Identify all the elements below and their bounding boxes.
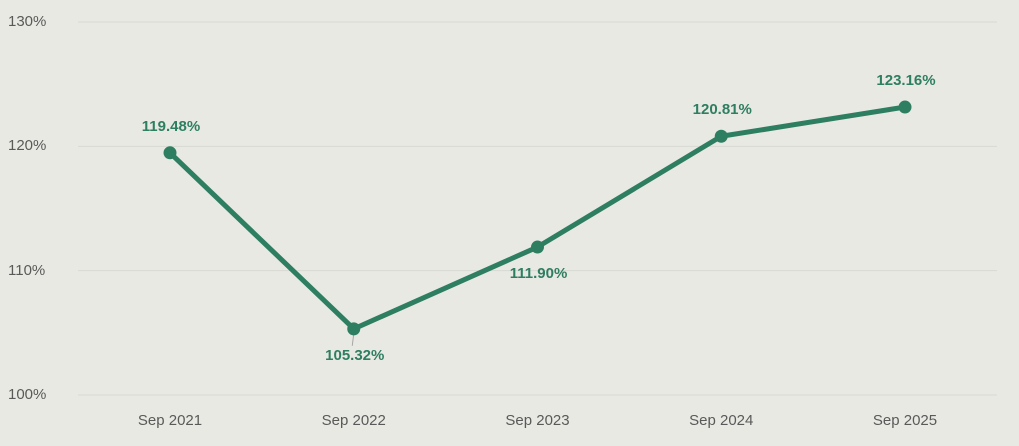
x-axis-tick-label: Sep 2022 <box>321 412 386 429</box>
y-axis-tick-label: 110% <box>8 261 46 279</box>
data-point-label: 105.32% <box>325 346 385 364</box>
data-point-label: 123.16% <box>876 72 936 90</box>
data-point-marker <box>714 129 728 143</box>
x-axis-tick-label: Sep 2024 <box>689 412 754 429</box>
y-axis-tick-label: 100% <box>8 386 47 403</box>
data-point-marker <box>531 240 544 254</box>
data-point-label: 120.81% <box>692 101 752 119</box>
x-axis-tick-label: Sep 2023 <box>505 412 570 429</box>
data-point-label: 119.48% <box>141 117 201 135</box>
x-axis-tick-label: Sep 2025 <box>872 412 938 429</box>
data-point-marker <box>898 100 912 114</box>
data-point-marker <box>347 322 361 336</box>
x-axis-tick-label: Sep 2021 <box>137 412 203 429</box>
y-axis-tick-label: 120% <box>8 137 47 155</box>
data-point-marker <box>163 146 177 160</box>
data-label-leader-line <box>351 333 355 346</box>
data-point-label: 111.90% <box>509 265 568 283</box>
y-axis-tick-label: 130% <box>8 13 47 30</box>
